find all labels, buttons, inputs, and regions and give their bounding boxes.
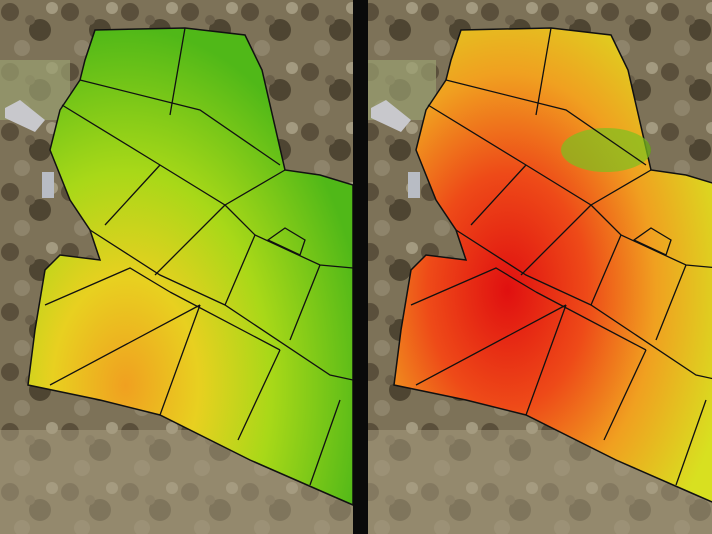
field-divisions (44, 27, 353, 486)
building (408, 172, 420, 198)
division-line (603, 349, 647, 441)
division-line (427, 104, 652, 206)
field-boundary (27, 27, 353, 506)
division-line (169, 27, 186, 116)
division-line (289, 264, 321, 341)
division-line (237, 349, 281, 441)
division-line (104, 164, 161, 226)
inner-plot (266, 227, 306, 256)
division-line (154, 204, 226, 276)
panel-content (368, 27, 712, 534)
building (5, 100, 45, 132)
inner-plot (632, 227, 672, 256)
division-line (655, 264, 687, 341)
division-line (445, 79, 647, 166)
division-line (224, 204, 353, 269)
division-line (535, 27, 552, 116)
division-line (520, 204, 592, 276)
division-line (224, 234, 256, 306)
divider (353, 0, 368, 534)
division-line (410, 267, 537, 306)
right-panel (368, 27, 712, 534)
division-line (49, 304, 201, 386)
division-line (525, 304, 567, 416)
division-line (470, 164, 527, 226)
field-divisions (410, 27, 712, 486)
division-line (415, 304, 567, 386)
division-line (159, 304, 201, 416)
division-line (309, 399, 341, 486)
division-line (61, 104, 286, 206)
division-line (44, 267, 171, 306)
division-line (169, 291, 281, 351)
field (27, 27, 353, 506)
left-panel (0, 27, 353, 534)
building (371, 100, 411, 132)
division-line (675, 399, 707, 486)
division-line (590, 204, 712, 269)
division-line (590, 234, 622, 306)
vegetation-patch (561, 128, 651, 172)
division-line (79, 79, 281, 166)
building (42, 172, 54, 198)
division-line (535, 291, 647, 351)
